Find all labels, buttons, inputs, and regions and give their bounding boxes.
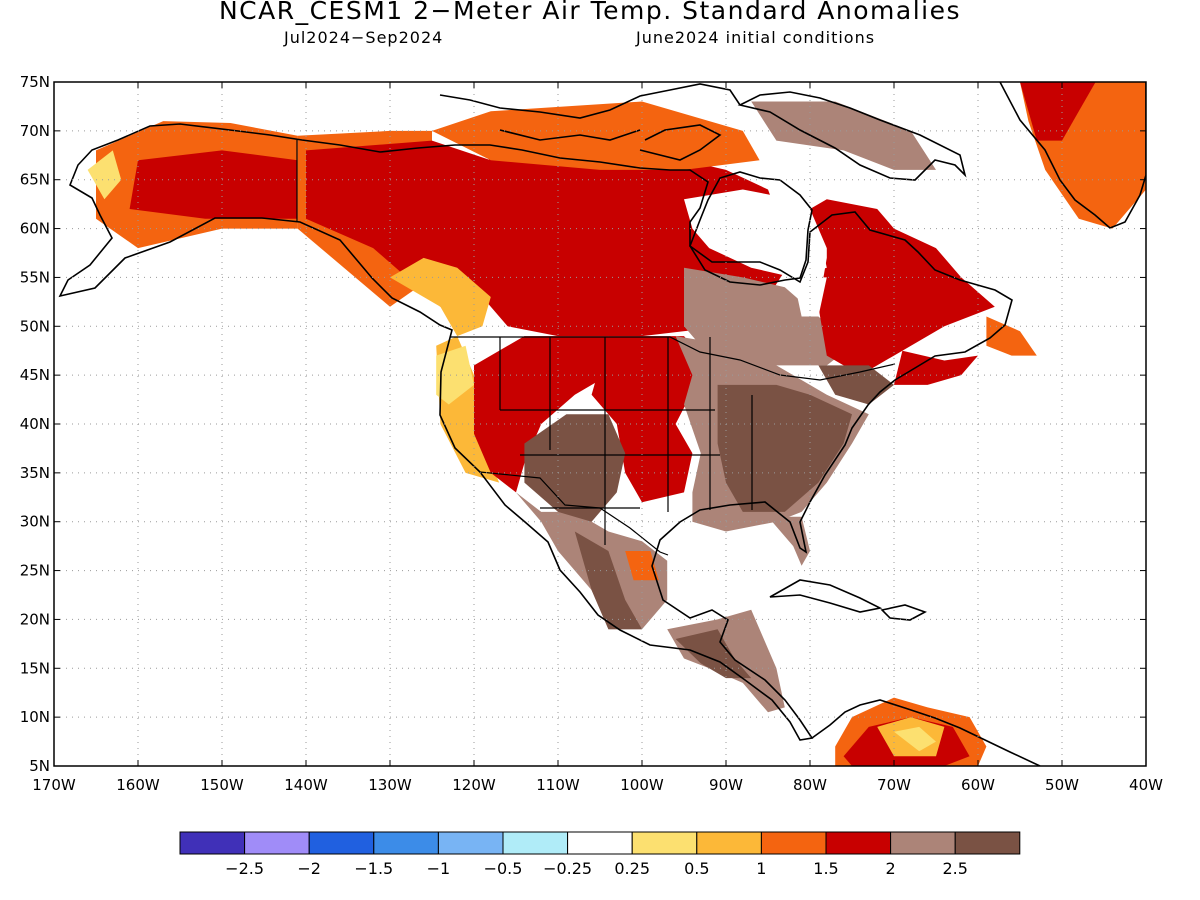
map-subtitle-initial-conditions: June2024 initial conditions (636, 28, 876, 47)
lon-tick-label: 90W (709, 776, 743, 794)
lon-tick-label: 70W (877, 776, 911, 794)
colorbar-swatch (373, 831, 439, 855)
lat-tick-label: 70N (20, 122, 50, 140)
north-america-coastline (58, 123, 1013, 741)
colorbar-label: −0.25 (543, 859, 592, 878)
lat-tick-label: 60N (20, 220, 50, 238)
coastlines (58, 82, 1146, 766)
colorbar-swatch (502, 831, 569, 855)
colorbar-swatch (890, 831, 956, 855)
anomaly-eastern-us-core (717, 384, 852, 512)
lon-tick-label: 140W (284, 776, 328, 794)
colorbar-swatch (631, 831, 698, 855)
lat-tick-label: 5N (29, 757, 50, 775)
arctic-islands-coast (439, 83, 741, 161)
map-subtitle-period: Jul2024−Sep2024 (284, 28, 444, 47)
colorbar-swatch (696, 831, 762, 855)
lon-tick-label: 170W (32, 776, 76, 794)
colorbar-label: −1.5 (354, 859, 393, 878)
hispaniola-coast (880, 604, 927, 621)
lon-tick-label: 120W (452, 776, 496, 794)
colorbar-swatch (179, 831, 246, 855)
lon-tick-label: 60W (961, 776, 995, 794)
anomaly-alaska-core (129, 150, 298, 219)
hudson-bay-coast (689, 171, 813, 286)
colorbar-label: −2 (297, 859, 321, 878)
anomaly-pnw-yellow (436, 345, 474, 405)
lat-tick-label: 30N (20, 513, 50, 531)
colorbar-swatch (308, 831, 375, 855)
lat-tick-label: 35N (20, 464, 50, 482)
lon-tick-label: 50W (1045, 776, 1079, 794)
colorbar-swatch (244, 831, 310, 855)
anomaly-central-america-core (675, 629, 752, 679)
anomaly-northeast-brown (818, 365, 894, 405)
lon-tick-label: 160W (116, 776, 160, 794)
lat-tick-label: 25N (20, 562, 50, 580)
lon-tick-label: 100W (620, 776, 664, 794)
anomaly-arctic-islands (432, 101, 760, 170)
colorbar-label: 2 (886, 859, 896, 878)
anomaly-great-basin (474, 336, 609, 493)
colorbar-label: 0.25 (614, 859, 650, 878)
colorbar-swatch (825, 831, 892, 855)
lon-tick-label: 150W (200, 776, 244, 794)
colorbar-swatch (954, 831, 1021, 855)
colorbar-label: 1 (756, 859, 766, 878)
political-borders (296, 140, 896, 556)
graticule (54, 82, 1146, 766)
us-canada-border (450, 336, 896, 381)
us-state-lines (499, 337, 753, 545)
anomaly-venezuela-peak (894, 726, 936, 752)
colorbar-label: 1.5 (813, 859, 838, 878)
anomaly-baffin-brown (751, 101, 936, 170)
lat-tick-label: 10N (20, 708, 50, 726)
anomaly-northern-plains (591, 336, 701, 503)
baffin-coast (737, 91, 967, 181)
lat-tick-label: 15N (20, 659, 50, 677)
lat-tick-label: 40N (20, 415, 50, 433)
colorbar-swatch (760, 831, 827, 855)
water-bodies (684, 189, 827, 317)
anomaly-nova-scotia (894, 350, 978, 385)
anomaly-newfoundland (986, 316, 1037, 356)
hudson-bay (684, 189, 827, 278)
colorbar-label: −0.5 (484, 859, 523, 878)
lat-tick-label: 75N (20, 73, 50, 91)
south-america-coast (811, 699, 1041, 766)
lat-tick-label: 50N (20, 317, 50, 335)
lon-tick-label: 40W (1129, 776, 1163, 794)
james-bay (793, 277, 827, 317)
lat-tick-label: 65N (20, 171, 50, 189)
anomaly-labrador-quebec (818, 209, 995, 376)
map-title: NCAR_CESM1 2−Meter Air Temp. Standard An… (218, 0, 962, 25)
lon-tick-label: 130W (368, 776, 412, 794)
colorbar-label: 2.5 (942, 859, 967, 878)
anomaly-mexico-core (574, 531, 642, 630)
anomaly-mexico-hot (625, 551, 659, 581)
colorbar-label: −1 (427, 859, 451, 878)
anomaly-florida (768, 516, 810, 566)
map-axes: 170W 160W 150W 140W 130W 120W 110W 100W 90W 80W 70… (20, 73, 1163, 794)
lat-tick-label: 55N (20, 268, 50, 286)
lat-tick-label: 20N (20, 610, 50, 628)
colorbar-label: 0.5 (684, 859, 709, 878)
cuba-coast (769, 579, 883, 613)
lon-tick-label: 80W (793, 776, 827, 794)
anomaly-quebec-north (810, 199, 894, 249)
lat-tick-label: 45N (20, 366, 50, 384)
colorbar: −2.5 −2 −1.5 −1 −0.5 −0.25 0.25 0.5 1 1.5 2 2.5 (179, 831, 1021, 878)
colorbar-swatch (437, 831, 504, 855)
colorbar-label: −2.5 (225, 859, 264, 878)
lon-tick-label: 110W (536, 776, 580, 794)
anomaly-alaska-edge (87, 150, 122, 200)
greenland-coast (999, 82, 1146, 229)
anomaly-bc-coast (390, 257, 491, 337)
anomaly-greenland-core (1020, 82, 1096, 141)
colorbar-swatch (567, 831, 633, 855)
